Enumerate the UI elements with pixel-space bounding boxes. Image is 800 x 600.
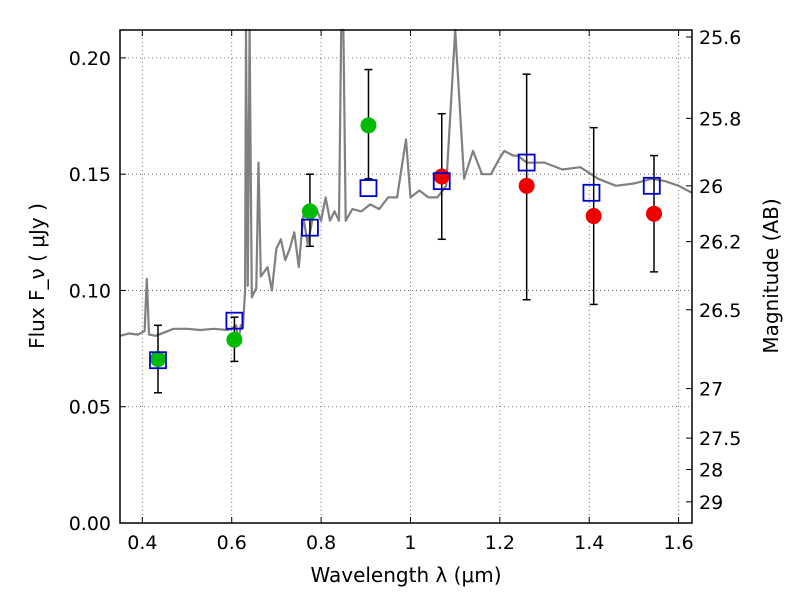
red-data-point: [585, 208, 602, 225]
y-tick-label: 0.00: [69, 513, 111, 535]
grid: [120, 30, 692, 523]
data-markers: [149, 117, 663, 370]
y2-tick-label: 26.5: [699, 300, 741, 322]
model-flux-square: [432, 172, 451, 191]
x-tick-label: 1: [404, 532, 416, 554]
y-tick-label: 0.20: [69, 48, 111, 70]
y2-tick-label: 25.8: [699, 108, 741, 130]
x-tick-label: 0.8: [306, 532, 336, 554]
x-tick-label: 0.6: [217, 532, 247, 554]
y-tick-label: 0.10: [69, 280, 111, 302]
x-axis-label: Wavelength λ (μm): [310, 563, 501, 587]
y-tick-label: 0.15: [69, 164, 111, 186]
model-flux-square: [582, 183, 601, 202]
y2-tick-label: 25.6: [699, 27, 741, 49]
y-axis-label: Flux F_ν ( μJy ): [25, 203, 49, 349]
model-flux-square: [225, 311, 244, 330]
x-axis-ticks: 0.4 0.6 0.8 1 1.2 1.4 1.6: [127, 30, 694, 554]
red-data-point: [646, 205, 663, 222]
x-tick-label: 1.6: [663, 532, 693, 554]
y2-tick-label: 29: [699, 492, 723, 514]
model-flux-square: [301, 218, 319, 237]
model-flux-square: [359, 179, 378, 198]
y2-tick-label: 26: [699, 176, 723, 198]
y2-tick-label: 27: [699, 379, 723, 401]
model-flux-square: [642, 176, 661, 195]
green-data-point: [226, 331, 243, 348]
y2-tick-label: 28: [699, 460, 723, 482]
green-data-point: [301, 203, 318, 220]
green-data-point: [360, 117, 377, 134]
y-axis-ticks: 0.00 0.05 0.10 0.15 0.20: [69, 48, 126, 535]
model-flux-square: [517, 153, 536, 172]
red-data-point: [433, 168, 450, 185]
red-data-point: [518, 177, 535, 194]
template-spectrum: [119, 28, 693, 345]
x-tick-label: 1.4: [574, 532, 604, 554]
y2-tick-label: 27.5: [699, 428, 741, 450]
y2-axis-label: Magnitude (AB): [759, 198, 783, 353]
plot-frame: [119, 29, 693, 524]
y-tick-label: 0.05: [69, 397, 111, 419]
template-spectrum-line: [119, 28, 693, 345]
y2-axis-ticks: 25.6 25.8 26 26.2 26.5 27 27.5 28 29: [686, 27, 741, 514]
green-data-point: [149, 351, 166, 368]
x-tick-label: 0.4: [127, 532, 157, 554]
x-tick-label: 1.2: [485, 532, 515, 554]
model-flux-square: [149, 351, 167, 370]
y2-tick-label: 26.2: [699, 232, 741, 254]
